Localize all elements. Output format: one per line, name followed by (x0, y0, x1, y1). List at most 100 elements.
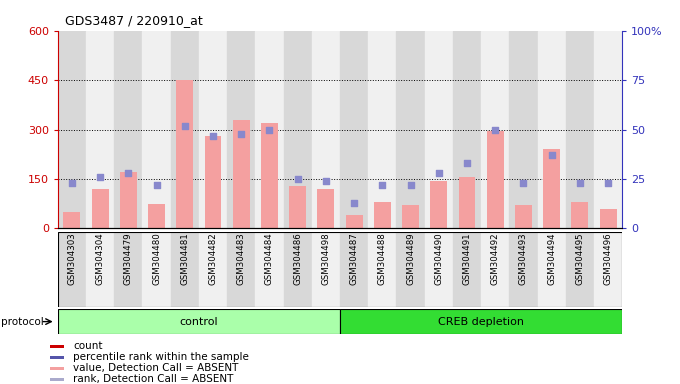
Bar (50, 345, 65, 348)
Bar (430, 181, 447, 228)
Bar (594, 232, 622, 307)
Point (602, 180, 613, 186)
Text: value, Detection Call = ABSENT: value, Detection Call = ABSENT (73, 363, 239, 373)
Text: GSM304491: GSM304491 (462, 232, 471, 285)
Text: control: control (180, 316, 218, 327)
Bar (369, 232, 396, 307)
Bar (318, 189, 335, 228)
Point (405, 182, 416, 188)
Bar (92, 189, 109, 228)
Point (433, 170, 444, 176)
Bar (600, 209, 617, 228)
Bar (481, 232, 509, 307)
Bar (396, 232, 425, 307)
Bar (86, 31, 114, 228)
Bar (227, 31, 256, 228)
Bar (114, 232, 143, 307)
Bar (50, 367, 65, 370)
Bar (538, 31, 566, 228)
Bar (120, 172, 137, 228)
Bar (58, 31, 86, 228)
Text: GSM304303: GSM304303 (67, 232, 76, 285)
Text: GSM304486: GSM304486 (293, 232, 302, 285)
Point (264, 126, 275, 132)
Bar (143, 232, 171, 307)
Point (292, 176, 303, 182)
Bar (425, 31, 453, 228)
Bar (58, 232, 86, 307)
Text: GSM304492: GSM304492 (491, 232, 500, 285)
Bar (566, 232, 594, 307)
Bar (289, 185, 306, 228)
Text: GSM304489: GSM304489 (406, 232, 415, 285)
Bar (256, 31, 284, 228)
Bar (227, 232, 256, 307)
Bar (369, 31, 396, 228)
Text: GSM304488: GSM304488 (378, 232, 387, 285)
Bar (340, 31, 369, 228)
Bar (284, 232, 312, 307)
Point (377, 182, 388, 188)
Point (490, 126, 500, 132)
Text: GSM304482: GSM304482 (209, 232, 218, 285)
Text: GSM304494: GSM304494 (547, 232, 556, 285)
Bar (143, 31, 171, 228)
Text: GDS3487 / 220910_at: GDS3487 / 220910_at (65, 14, 203, 27)
Bar (233, 120, 250, 228)
Bar (205, 136, 222, 228)
Text: count: count (73, 341, 103, 351)
Point (518, 180, 529, 186)
Point (95, 174, 105, 180)
Bar (63, 212, 80, 228)
Text: GSM304479: GSM304479 (124, 232, 133, 285)
Bar (543, 149, 560, 228)
Bar (284, 31, 312, 228)
Bar (50, 378, 65, 381)
Bar (425, 232, 453, 307)
Text: GSM304483: GSM304483 (237, 232, 245, 285)
Bar (171, 232, 199, 307)
Bar (481, 31, 509, 228)
Bar (148, 204, 165, 228)
Bar (594, 31, 622, 228)
Point (575, 180, 585, 186)
Text: GSM304498: GSM304498 (322, 232, 330, 285)
Bar (58, 232, 622, 307)
Bar (396, 31, 425, 228)
Bar (571, 202, 588, 228)
Bar (114, 31, 143, 228)
Text: CREB depletion: CREB depletion (438, 316, 524, 327)
Bar (345, 215, 362, 228)
Bar (312, 232, 340, 307)
Bar (374, 202, 391, 228)
Bar (171, 31, 199, 228)
Bar (515, 205, 532, 228)
Text: rank, Detection Call = ABSENT: rank, Detection Call = ABSENT (73, 374, 233, 384)
Bar (458, 177, 475, 228)
Point (236, 131, 247, 137)
Bar (509, 31, 538, 228)
Bar (86, 232, 114, 307)
Text: percentile rank within the sample: percentile rank within the sample (73, 352, 249, 362)
Bar (199, 31, 227, 228)
Bar (199, 232, 227, 307)
Text: GSM304484: GSM304484 (265, 232, 274, 285)
Bar (176, 80, 193, 228)
Bar (340, 309, 622, 334)
Text: GSM304490: GSM304490 (435, 232, 443, 285)
Bar (566, 31, 594, 228)
Point (546, 152, 557, 158)
Bar (453, 232, 481, 307)
Point (180, 122, 190, 129)
Bar (261, 123, 278, 228)
Bar (509, 232, 538, 307)
Bar (312, 31, 340, 228)
Point (123, 170, 134, 176)
Text: protocol: protocol (1, 316, 44, 327)
Bar (453, 31, 481, 228)
Bar (340, 232, 369, 307)
Bar (58, 309, 340, 334)
Text: GSM304481: GSM304481 (180, 232, 189, 285)
Text: GSM304487: GSM304487 (350, 232, 358, 285)
Text: GSM304496: GSM304496 (604, 232, 613, 285)
